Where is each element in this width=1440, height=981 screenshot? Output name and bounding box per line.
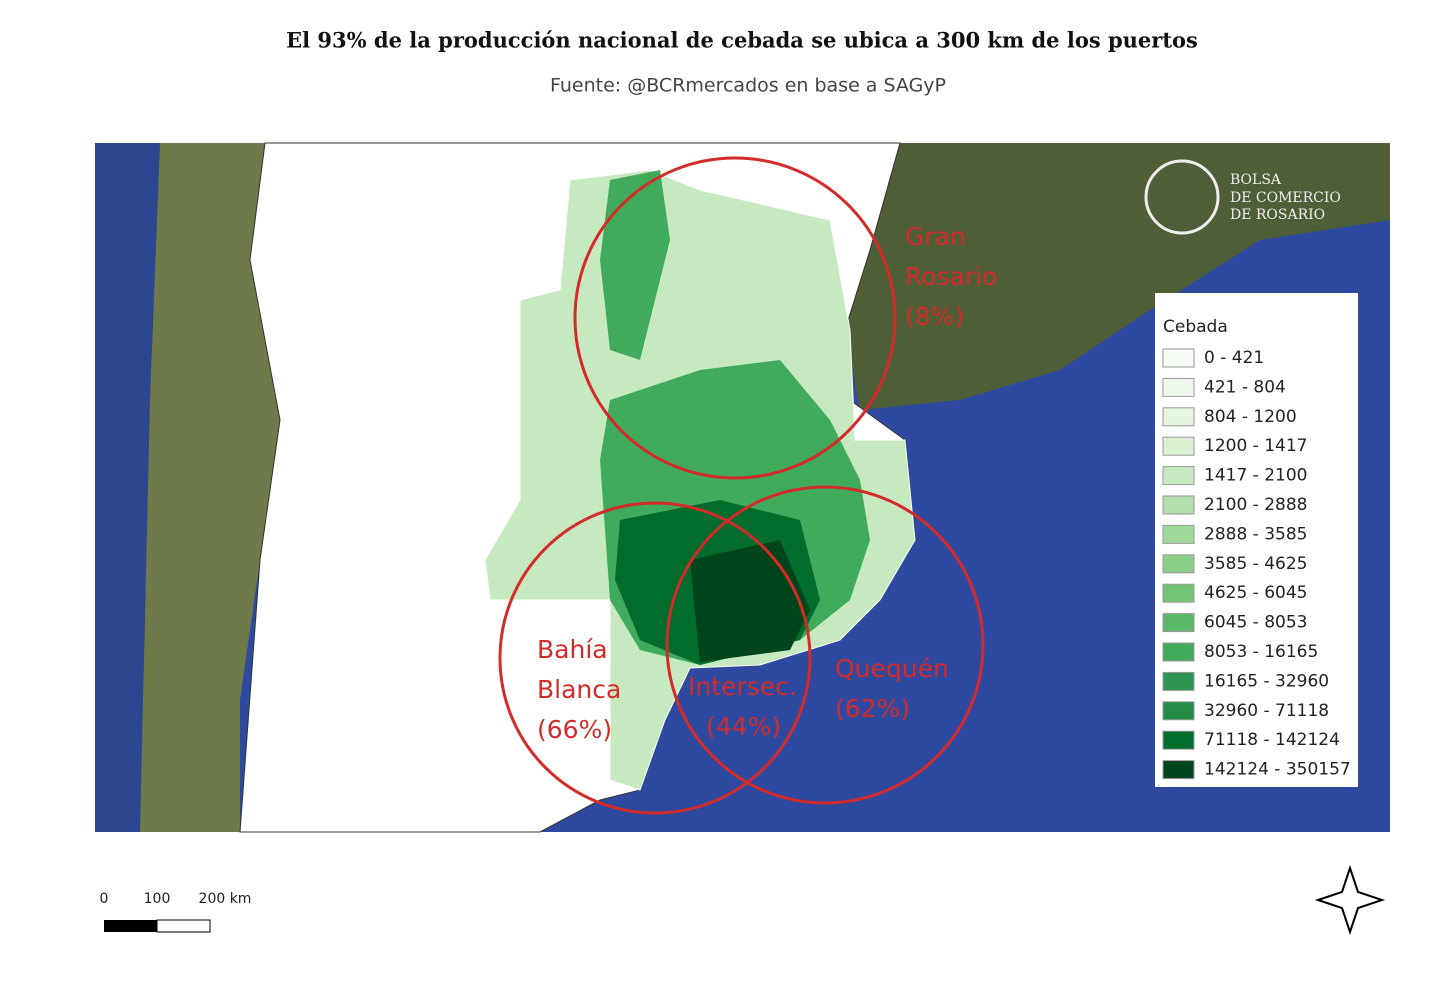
production-top	[690, 540, 810, 662]
zone-label: Bahía	[537, 635, 608, 664]
scale-bar: 0 100 200 km	[100, 891, 252, 933]
legend-label: 1200 - 1417	[1204, 436, 1307, 456]
legend-label: 8053 - 16165	[1204, 642, 1318, 662]
legend-label: 4625 - 6045	[1204, 583, 1307, 603]
circle-quequen	[665, 485, 985, 805]
zone-label: Intersec.	[688, 672, 797, 701]
legend-swatch	[1162, 436, 1195, 456]
source: Fuente: @BCRmercados en base a SAGyP	[550, 75, 946, 97]
scale-label: 100	[144, 891, 171, 907]
logo-line: BOLSA	[1230, 172, 1282, 188]
circle-bahia-blanca	[498, 501, 812, 815]
legend-label: 421 - 804	[1204, 377, 1286, 397]
scale-label: 0	[100, 891, 109, 907]
zone-label: Quequén	[835, 654, 949, 683]
legend-label: 2888 - 3585	[1204, 524, 1307, 544]
legend-label: 1417 - 2100	[1204, 466, 1307, 486]
legend-swatch	[1162, 466, 1195, 486]
title: El 93% de la producción nacional de ceba…	[286, 28, 1198, 53]
legend-swatch	[1162, 407, 1195, 427]
zone-label: Gran	[905, 222, 966, 251]
logo-line: DE COMERCIO	[1230, 190, 1341, 206]
legend-swatch	[1162, 348, 1195, 368]
legend-label: 0 - 421	[1204, 348, 1264, 368]
legend-label: 2100 - 2888	[1204, 495, 1307, 515]
legend-label: 3585 - 4625	[1204, 554, 1307, 574]
scale-label: 200 km	[199, 891, 252, 907]
scale-segment	[156, 919, 211, 933]
legend-label: 6045 - 8053	[1204, 613, 1307, 633]
legend-swatch	[1162, 613, 1195, 633]
legend-swatch	[1162, 583, 1195, 603]
legend-swatch	[1162, 671, 1195, 691]
legend-label: 32960 - 71118	[1204, 701, 1329, 721]
legend-swatch	[1162, 730, 1195, 750]
zone-label: (66%)	[537, 715, 612, 744]
legend-swatch	[1162, 524, 1195, 544]
logo-seal	[1144, 159, 1220, 235]
legend-title: Cebada	[1163, 317, 1228, 337]
zone-label: (62%)	[835, 694, 910, 723]
uruguay-brazil	[845, 143, 1390, 410]
legend-swatch	[1162, 701, 1195, 721]
legend-swatch	[1162, 760, 1195, 780]
logo: BOLSA DE COMERCIO DE ROSARIO	[1144, 159, 1341, 235]
legend-swatch	[1162, 377, 1195, 397]
legend-label: 804 - 1200	[1204, 407, 1297, 427]
legend-label: 71118 - 142124	[1204, 730, 1340, 750]
legend-swatch	[1162, 554, 1195, 574]
zone-label: (44%)	[706, 712, 781, 741]
pacific	[95, 143, 160, 832]
legend-label: 16165 - 32960	[1204, 671, 1329, 691]
zone-label: (8%)	[905, 302, 964, 331]
legend-label: 142124 - 350157	[1204, 760, 1351, 780]
north-arrow	[1314, 864, 1386, 936]
zone-label: Rosario	[905, 262, 997, 291]
scale-segment	[104, 920, 157, 932]
circle-gran-rosario	[573, 156, 897, 480]
logo-line: DE ROSARIO	[1230, 207, 1325, 223]
legend-swatch	[1162, 495, 1195, 515]
legend-swatch	[1162, 642, 1195, 662]
production-north	[600, 170, 670, 360]
port-circles	[498, 156, 985, 815]
zone-label: Blanca	[537, 675, 621, 704]
